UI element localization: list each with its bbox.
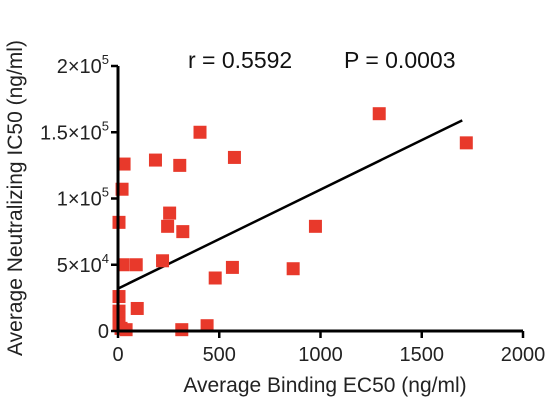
data-point — [193, 125, 207, 139]
data-point — [225, 260, 239, 274]
x-tick-label: 0 — [112, 344, 123, 366]
data-point — [372, 107, 386, 121]
y-axis-title: Average Neutralizing IC50 (ng/ml) — [4, 40, 27, 356]
data-point — [161, 219, 175, 233]
data-point — [173, 158, 187, 172]
data-point — [286, 262, 300, 276]
y-tick-label: 1×105 — [57, 185, 109, 211]
data-point — [459, 136, 473, 150]
data-point — [200, 319, 214, 333]
data-point — [148, 153, 162, 167]
x-axis-title: Average Binding EC50 (ng/ml) — [183, 374, 466, 397]
data-point — [227, 150, 241, 164]
y-tick-label: 2×105 — [57, 52, 109, 78]
x-tick-label: 2000 — [501, 344, 546, 366]
data-point — [156, 254, 170, 268]
x-tick-label: 1500 — [400, 344, 445, 366]
data-point — [163, 206, 177, 220]
data-point — [176, 225, 190, 239]
p-value-annotation: P = 0.0003 — [344, 47, 456, 73]
data-point — [208, 271, 222, 285]
x-tick-label: 1000 — [298, 344, 343, 366]
y-tick-label: 5×104 — [57, 251, 109, 277]
x-tick-label: 500 — [203, 344, 236, 366]
correlation-r-annotation: r = 0.5592 — [188, 47, 292, 73]
y-tick-label: 1.5×105 — [40, 118, 109, 144]
data-point — [116, 258, 130, 272]
data-point — [117, 157, 131, 171]
y-tick-label: 0 — [98, 321, 109, 343]
data-point — [308, 219, 322, 233]
data-point — [130, 301, 144, 315]
regression-line — [117, 119, 463, 290]
data-point — [129, 258, 143, 272]
